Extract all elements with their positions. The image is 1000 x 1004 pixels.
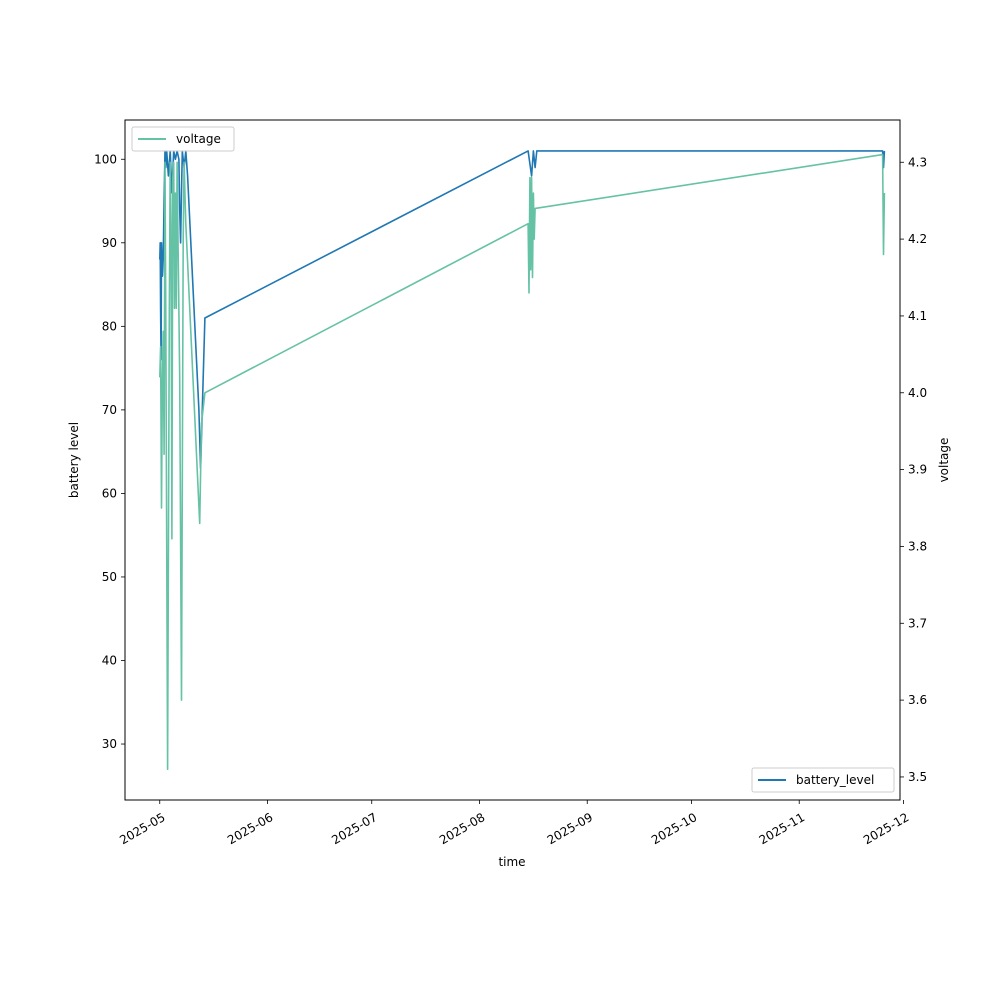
y-tick-label: 90: [102, 236, 117, 250]
legend-box: [751, 767, 895, 793]
x-tick-label: 2025-11: [757, 810, 807, 847]
chart-lines: [159, 150, 886, 771]
x-tick-label: 2025-06: [225, 810, 275, 847]
chart-axes: 2025-05 2025-06 2025-07 2025-08 2025-09 2025-…: [94, 152, 927, 847]
y-tick-label: 50: [102, 570, 117, 584]
x-tick-label: 2025-09: [545, 810, 595, 847]
y-tick-label: 40: [102, 653, 117, 667]
legend-label-voltage: voltage: [176, 132, 221, 146]
x-axis-label: time: [498, 855, 525, 869]
y-tick-label: 80: [102, 319, 117, 333]
x-tick-label: 2025-10: [649, 810, 699, 847]
x-tick-label: 2025-12: [861, 810, 911, 847]
series-line-voltage: [159, 153, 886, 771]
x-tick-label: 2025-05: [117, 810, 167, 847]
y-tick-label: 60: [102, 486, 117, 500]
y2-tick-label: 3.8: [908, 539, 927, 553]
y2-tick-label: 4.1: [908, 309, 927, 323]
x-tick-label: 2025-07: [329, 810, 379, 847]
y-tick-label: 70: [102, 403, 117, 417]
legend-label-battery-level: battery_level: [796, 773, 874, 787]
legend-voltage: voltage: [131, 126, 235, 152]
y2-tick-label: 4.2: [908, 232, 927, 246]
y2-tick-label: 4.3: [908, 155, 927, 169]
y-axis-label: battery level: [67, 422, 81, 498]
legend-battery-level: battery_level: [751, 767, 895, 793]
series-line-battery-level: [159, 150, 886, 470]
x-tick-label: 2025-08: [437, 810, 487, 847]
y2-axis-label: voltage: [937, 438, 951, 483]
y-tick-label: 30: [102, 737, 117, 751]
y-tick-label: 100: [94, 152, 117, 166]
y2-tick-label: 4.0: [908, 386, 927, 400]
y2-tick-label: 3.5: [908, 770, 927, 784]
plot-area-frame: [124, 119, 901, 801]
y2-tick-label: 3.9: [908, 463, 927, 477]
y2-tick-label: 3.7: [908, 616, 927, 630]
legend-box: [131, 126, 235, 152]
y2-tick-label: 3.6: [908, 693, 927, 707]
